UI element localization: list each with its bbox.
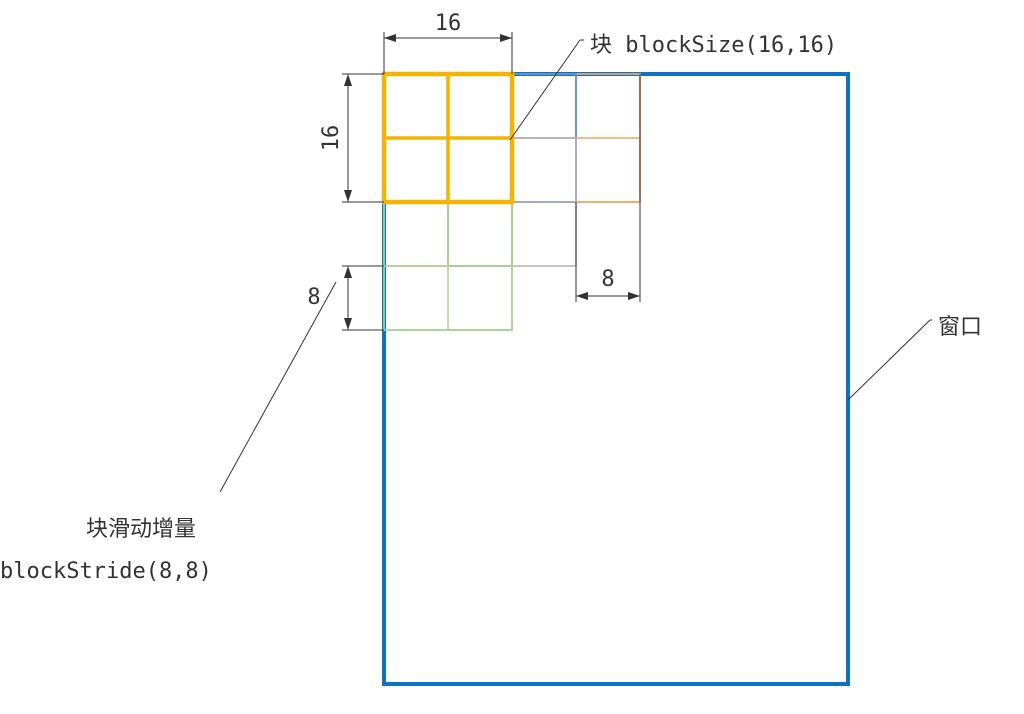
- dim-top-16: 16: [435, 11, 462, 36]
- callout-blockstride-line2: blockStride(8,8): [0, 559, 212, 584]
- dim-left-8: 8: [307, 285, 320, 310]
- block-green: [384, 202, 512, 330]
- callout-blocksize: 块 blockSize(16,16): [590, 33, 837, 58]
- dim-bottom-8: 8: [601, 267, 614, 292]
- callout-blockstride-line1: 块滑动增量: [86, 517, 196, 542]
- block-yellow-main: [384, 74, 512, 202]
- detection-window: [384, 74, 848, 684]
- callout-window: 窗口: [938, 315, 982, 340]
- dim-left-16: 16: [319, 125, 344, 152]
